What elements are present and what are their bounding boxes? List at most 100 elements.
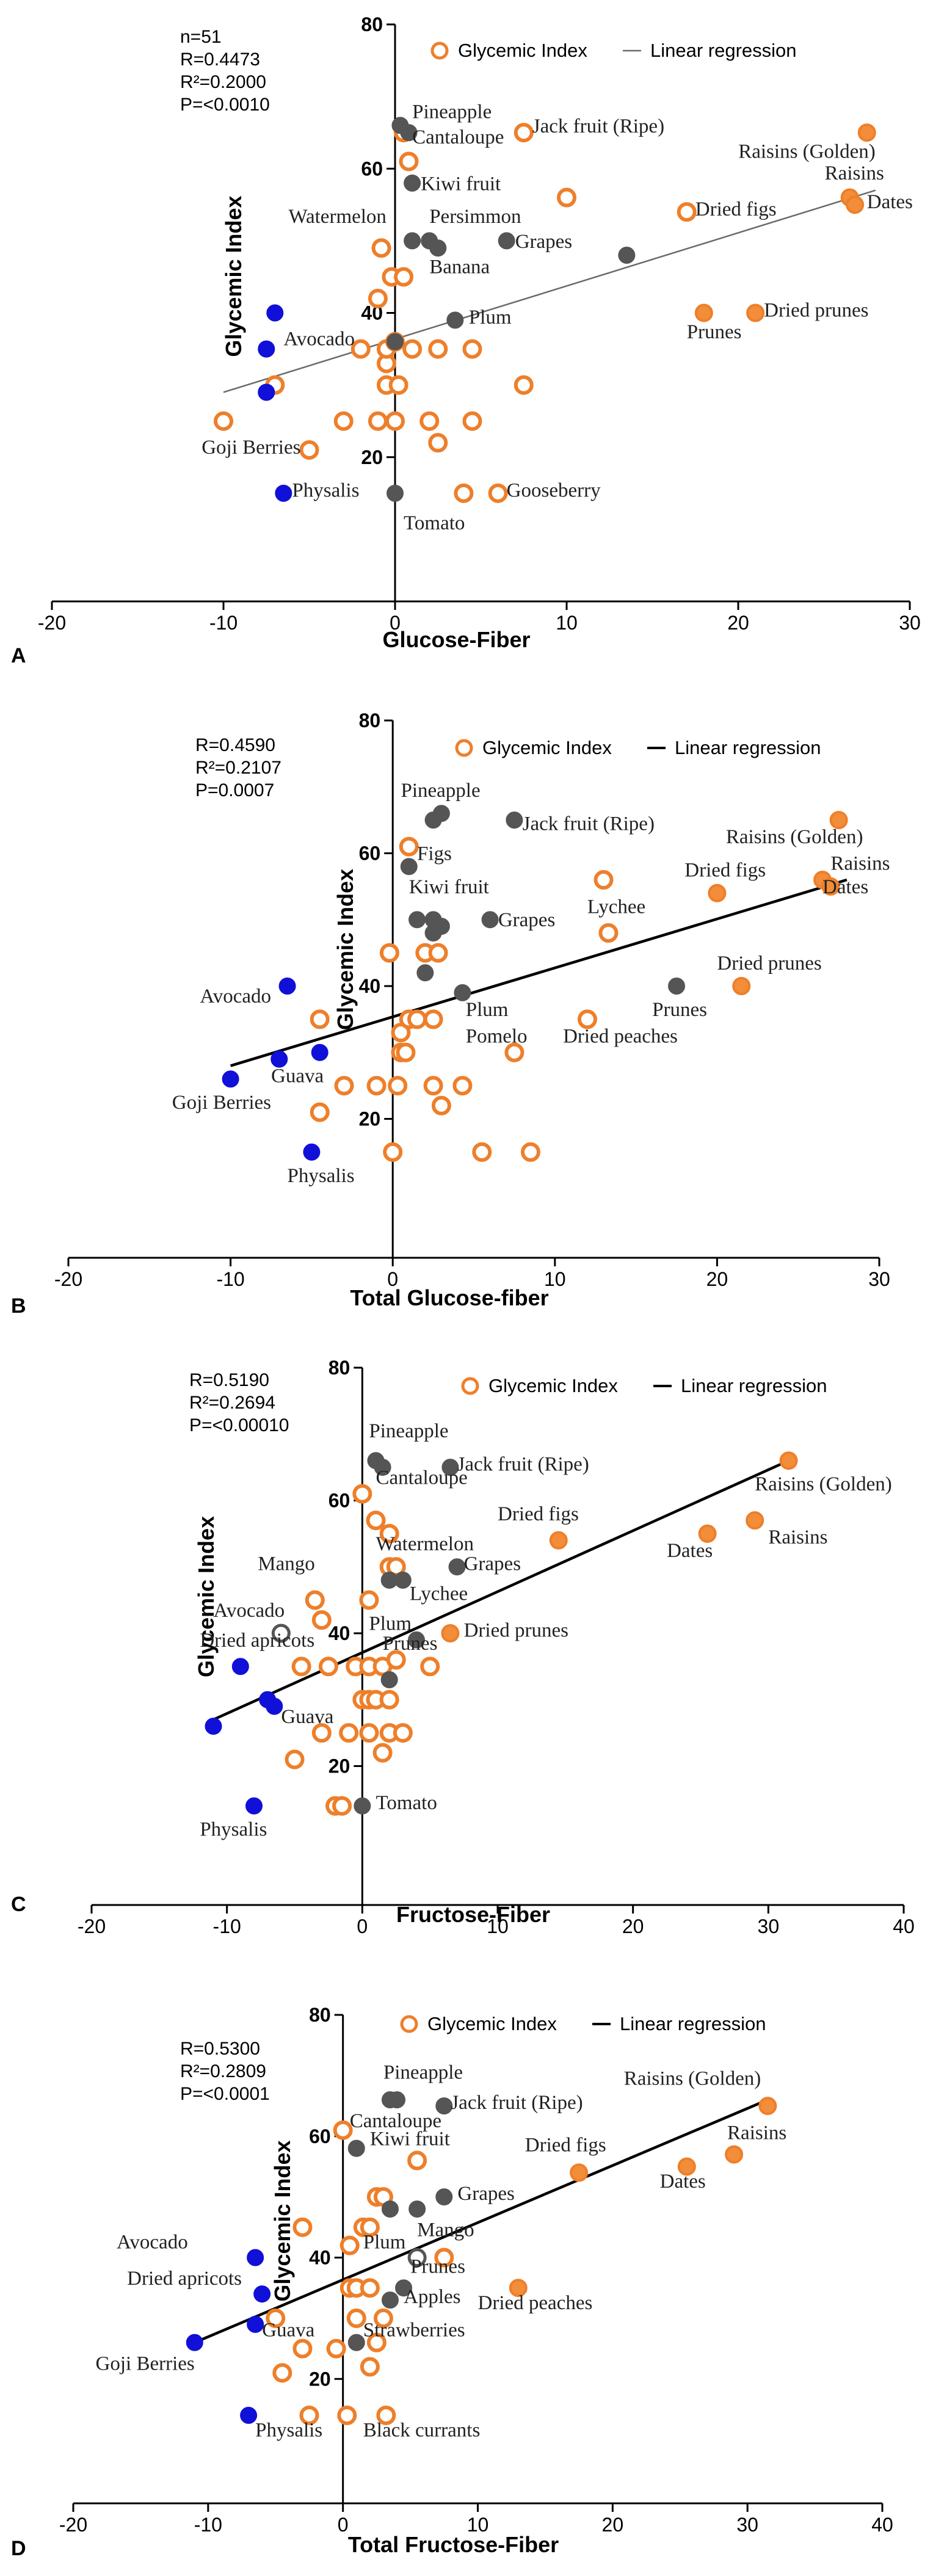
data-point [292, 2217, 313, 2237]
data-point [404, 174, 421, 192]
data-point [292, 2338, 313, 2359]
data-point [386, 1557, 406, 1577]
x-tick-label: 40 [893, 1915, 915, 1937]
point-label: Grapes [457, 2183, 514, 2205]
legend-marker-label: Glycemic Index [427, 2013, 557, 2034]
point-label: Figs [417, 843, 452, 865]
legend-marker [455, 739, 473, 757]
data-point [346, 2308, 366, 2328]
data-point [388, 1076, 408, 1096]
data-point [388, 2091, 405, 2109]
data-point [332, 1796, 352, 1816]
y-tick-label: 20 [329, 1755, 350, 1777]
y-tick-label: 60 [309, 2125, 331, 2147]
data-point [360, 2357, 380, 2377]
point-label: Dates [667, 1540, 713, 1562]
point-label: Avocado [117, 2232, 188, 2254]
data-point [270, 1050, 288, 1068]
data-point [618, 247, 636, 264]
data-point [441, 1459, 459, 1476]
data-point [549, 1531, 568, 1550]
data-point [245, 1797, 263, 1815]
legend-marker-label: Glycemic Index [488, 1375, 618, 1396]
x-tick-label: 20 [602, 2514, 624, 2536]
data-point [350, 339, 371, 359]
point-label: Jack fruit (Ripe) [523, 813, 655, 835]
data-point [258, 340, 275, 358]
legend-line-label: Linear regression [681, 1375, 827, 1396]
data-point [454, 984, 471, 1001]
x-tick-label: 40 [871, 2514, 893, 2536]
x-tick-label: 30 [899, 612, 921, 634]
y-tick-label: 20 [309, 2368, 331, 2390]
data-point [498, 232, 515, 250]
y-tick-label: 60 [359, 843, 381, 865]
stats-line: P=<0.0001 [180, 2084, 270, 2104]
data-point [424, 924, 442, 942]
y-tick-label: 40 [309, 2247, 331, 2269]
point-label: Grapes [464, 1553, 521, 1575]
y-tick-label: 80 [329, 1357, 350, 1379]
point-label: Watermelon [288, 206, 386, 228]
x-tick-label: 10 [487, 1915, 509, 1937]
point-label: Guava [271, 1065, 324, 1087]
legend-line-label: Linear regression [620, 2013, 766, 2034]
point-label: Avocado [283, 328, 355, 350]
data-point [394, 1572, 412, 1589]
data-point [386, 1650, 406, 1670]
data-point [408, 1631, 425, 1649]
point-label: Prunes [410, 2255, 465, 2277]
data-point [311, 1610, 332, 1630]
legend-line-label: Linear regression [675, 737, 821, 758]
y-tick-label: 80 [309, 2004, 331, 2026]
point-label: Prunes [652, 999, 707, 1021]
data-point [333, 411, 354, 431]
data-point [462, 411, 482, 431]
data-point [299, 2405, 319, 2425]
data-point [299, 440, 319, 460]
data-point [419, 411, 440, 431]
data-point [694, 303, 713, 322]
point-label: Raisins (Golden) [624, 2067, 761, 2089]
point-label: Raisins [768, 1526, 827, 1548]
legend-marker-label: Glycemic Index [482, 737, 612, 758]
stats-line: n=51 [180, 27, 222, 47]
y-tick-label: 40 [329, 1622, 350, 1644]
x-tick-label: 10 [544, 1268, 566, 1290]
data-point [347, 2139, 365, 2157]
point-label: Physalis [255, 2420, 322, 2442]
panel-C: -20 -10 0 10 20 30 40 20 40 60 80 Fructose-Fiber Gly… [11, 1357, 915, 1937]
point-label: Raisins [727, 2122, 786, 2144]
legend-marker [461, 1377, 479, 1395]
y-tick-label: 80 [361, 13, 383, 35]
data-point [407, 1009, 427, 1029]
y-axis-label: Glycemic Index [270, 2140, 295, 2301]
regression-line [223, 189, 876, 393]
x-tick-label: 20 [622, 1915, 644, 1937]
point-label: Dates [660, 2171, 706, 2193]
x-axis-label: Total Glucose-fiber [350, 1285, 548, 1310]
data-point [431, 1095, 451, 1116]
y-tick-label: 60 [361, 158, 383, 180]
data-point [577, 1009, 597, 1029]
regression-line [230, 878, 848, 1067]
x-tick-label: 10 [467, 2514, 489, 2536]
point-label: Watermelon [376, 1533, 474, 1555]
data-point [266, 1697, 283, 1715]
data-point [428, 339, 448, 359]
data-point [385, 411, 405, 431]
data-point [271, 1624, 291, 1643]
point-label: Dried prunes [464, 1619, 568, 1641]
point-label: Avocado [214, 1600, 285, 1622]
data-point [347, 2334, 365, 2351]
point-label: Mango [417, 2219, 474, 2241]
panel-letter: C [11, 1893, 26, 1916]
data-point [746, 303, 765, 322]
data-point [371, 238, 391, 258]
data-point [472, 1142, 492, 1162]
panel-B: -20 -10 0 10 20 30 20 40 60 80 Total Glucose-fiber… [11, 709, 890, 1318]
data-point [222, 1070, 239, 1088]
point-label: Dried apricots [127, 2268, 242, 2290]
data-point [359, 1590, 379, 1610]
